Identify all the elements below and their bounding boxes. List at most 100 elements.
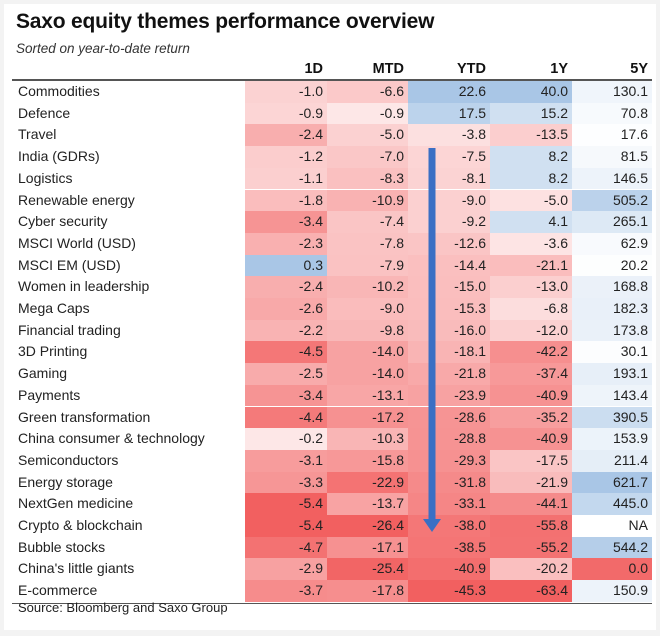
cell-ytd: -31.8 <box>408 471 490 494</box>
cell-ytd: -33.1 <box>408 493 490 515</box>
cell-ytd: -21.8 <box>408 363 490 385</box>
cell-5y: 20.2 <box>572 254 652 277</box>
cell-mtd: -9.0 <box>327 298 408 320</box>
row-label: MSCI World (USD) <box>18 234 136 251</box>
cell-1y: -20.2 <box>490 558 572 581</box>
cell-mtd: -6.6 <box>327 81 408 103</box>
cell-mtd: -26.4 <box>327 515 408 537</box>
cell-1d: -3.1 <box>245 449 327 472</box>
cell-mtd: -10.2 <box>327 276 408 298</box>
cell-1y: -13.5 <box>490 124 572 147</box>
cell-5y: 146.5 <box>572 167 652 190</box>
cell-1d: 0.3 <box>245 254 327 277</box>
cell-ytd: -38.0 <box>408 515 490 537</box>
cell-1y: -44.1 <box>490 493 572 515</box>
cell-1y: -63.4 <box>490 580 572 602</box>
cell-1d: -3.7 <box>245 580 327 602</box>
footer-divider <box>12 602 652 605</box>
row-label: Travel <box>18 126 57 143</box>
source-note: Source: Bloomberg and Saxo Group <box>18 600 228 615</box>
row-label: E-commerce <box>18 582 98 599</box>
column-header-5y: 5Y <box>630 61 648 77</box>
row-label: 3D Printing <box>18 343 88 360</box>
cell-mtd: -0.9 <box>327 102 408 125</box>
cell-mtd: -7.9 <box>327 254 408 277</box>
cell-1y: 40.0 <box>490 81 572 103</box>
column-header-ytd: YTD <box>457 61 486 77</box>
cell-mtd: -13.1 <box>327 384 408 407</box>
cell-1d: -1.0 <box>245 81 327 103</box>
cell-mtd: -10.3 <box>327 428 408 450</box>
cell-mtd: -10.9 <box>327 189 408 212</box>
cell-mtd: -8.3 <box>327 167 408 190</box>
row-label: Semiconductors <box>18 451 119 468</box>
cell-1y: -12.0 <box>490 319 572 342</box>
column-header-mtd: MTD <box>372 61 404 77</box>
cell-mtd: -17.1 <box>327 536 408 559</box>
cell-mtd: -7.0 <box>327 146 408 168</box>
cell-1y: -5.0 <box>490 189 572 212</box>
cell-mtd: -25.4 <box>327 558 408 581</box>
cell-1d: -2.3 <box>245 232 327 255</box>
cell-ytd: -7.5 <box>408 146 490 168</box>
row-label: NextGen medicine <box>18 495 134 512</box>
cell-mtd: -15.8 <box>327 449 408 472</box>
row-label: Logistics <box>18 169 73 186</box>
cell-5y: 211.4 <box>572 449 652 472</box>
row-label: Financial trading <box>18 321 121 338</box>
cell-1d: -5.4 <box>245 515 327 537</box>
cell-5y: NA <box>572 515 652 537</box>
cell-mtd: -9.8 <box>327 319 408 342</box>
cell-ytd: -14.4 <box>408 254 490 277</box>
row-label: Energy storage <box>18 473 113 490</box>
cell-1y: -42.2 <box>490 341 572 364</box>
cell-ytd: 22.6 <box>408 81 490 103</box>
cell-5y: 173.8 <box>572 319 652 342</box>
cell-ytd: -28.8 <box>408 428 490 450</box>
cell-ytd: -9.2 <box>408 211 490 233</box>
cell-1d: -2.4 <box>245 124 327 147</box>
row-label: Payments <box>18 386 81 403</box>
row-label: MSCI EM (USD) <box>18 256 121 273</box>
cell-mtd: -17.8 <box>327 580 408 602</box>
cell-1d: -3.4 <box>245 384 327 407</box>
cell-1d: -4.5 <box>245 341 327 364</box>
row-label: China consumer & technology <box>18 430 205 447</box>
cell-5y: 193.1 <box>572 363 652 385</box>
cell-5y: 0.0 <box>572 558 652 581</box>
cell-1y: -17.5 <box>490 449 572 472</box>
cell-mtd: -17.2 <box>327 406 408 429</box>
cell-mtd: -5.0 <box>327 124 408 147</box>
cell-1d: -0.9 <box>245 102 327 125</box>
cell-ytd: -3.8 <box>408 124 490 147</box>
cell-1y: -13.0 <box>490 276 572 298</box>
row-label: India (GDRs) <box>18 148 100 165</box>
cell-1d: -0.2 <box>245 428 327 450</box>
cell-mtd: -7.4 <box>327 211 408 233</box>
cell-1y: -21.1 <box>490 254 572 277</box>
chart-subtitle: Sorted on year-to-date return <box>16 41 190 56</box>
cell-1y: -35.2 <box>490 406 572 429</box>
cell-5y: 150.9 <box>572 580 652 602</box>
cell-mtd: -22.9 <box>327 471 408 494</box>
row-label: Women in leadership <box>18 278 150 295</box>
cell-5y: 544.2 <box>572 536 652 559</box>
row-label: Gaming <box>18 365 68 382</box>
cell-1d: -2.6 <box>245 298 327 320</box>
cell-ytd: -38.5 <box>408 536 490 559</box>
cell-ytd: -9.0 <box>408 189 490 212</box>
cell-1y: -3.6 <box>490 232 572 255</box>
cell-1d: -2.2 <box>245 319 327 342</box>
chart-title: Saxo equity themes performance overview <box>16 10 435 33</box>
row-label: Commodities <box>18 83 100 99</box>
column-header-1d: 1D <box>304 61 323 77</box>
cell-1d: -1.1 <box>245 167 327 190</box>
cell-5y: 130.1 <box>572 81 652 103</box>
cell-1y: -40.9 <box>490 428 572 450</box>
cell-5y: 30.1 <box>572 341 652 364</box>
cell-mtd: -13.7 <box>327 493 408 515</box>
row-label: Cyber security <box>18 213 108 230</box>
row-label: Crypto & blockchain <box>18 517 143 533</box>
cell-ytd: -18.1 <box>408 341 490 364</box>
cell-1d: -2.4 <box>245 276 327 298</box>
